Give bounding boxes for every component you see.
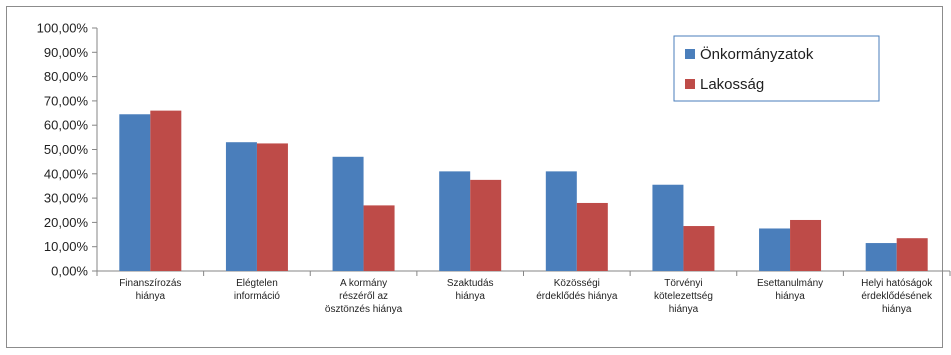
x-tick-label: Finanszírozás bbox=[119, 278, 181, 289]
x-tick-label: Szaktudás bbox=[447, 278, 494, 289]
y-tick-label: 20,00% bbox=[44, 215, 89, 230]
y-tick-label: 30,00% bbox=[44, 191, 89, 206]
bar-onkormanyzatok bbox=[865, 243, 897, 271]
y-tick-label: 70,00% bbox=[44, 93, 89, 108]
x-tick-label: érdeklődés hiánya bbox=[536, 291, 618, 302]
x-tick-label: Elégtelen bbox=[236, 278, 278, 289]
bar-onkormanyzatok bbox=[545, 171, 577, 271]
bar-lakossag bbox=[256, 143, 288, 271]
y-tick-label: 40,00% bbox=[44, 166, 89, 181]
bar-onkormanyzatok bbox=[652, 184, 684, 271]
bar-onkormanyzatok bbox=[225, 142, 257, 271]
x-tick-label: hiánya bbox=[669, 304, 699, 315]
x-tick-label: hiánya bbox=[775, 291, 805, 302]
bar-lakossag bbox=[896, 238, 928, 271]
x-tick-label: hiánya bbox=[136, 291, 166, 302]
bar-onkormanyzatok bbox=[439, 171, 471, 271]
x-tick-label: A kormány bbox=[340, 278, 387, 289]
x-tick-label: részéről az bbox=[339, 291, 388, 302]
y-tick-label: 60,00% bbox=[44, 118, 89, 133]
x-tick-label: Törvényi bbox=[664, 278, 702, 289]
x-tick-label: hiánya bbox=[455, 291, 485, 302]
legend-swatch-onkormanyzatok bbox=[685, 49, 695, 59]
bar-lakossag bbox=[150, 110, 182, 272]
bar-lakossag bbox=[363, 205, 395, 271]
x-tick-label: információ bbox=[234, 291, 281, 302]
bars bbox=[119, 110, 928, 272]
x-tick-label: Helyi hatóságok bbox=[861, 278, 933, 289]
legend-label-lakossag: Lakosság bbox=[700, 76, 764, 93]
legend-box bbox=[673, 35, 880, 102]
y-axis: 0,00% 10,00% 20,00% 30,00% 40,00% 50,00% 60,00… bbox=[37, 21, 98, 279]
x-tick-label: Esettanulmány bbox=[757, 278, 823, 289]
bar-lakossag bbox=[683, 226, 715, 271]
x-tick-label: hiánya bbox=[882, 304, 912, 315]
x-tick-label: Közösségi bbox=[554, 278, 600, 289]
x-tick-label: ösztönzés hiánya bbox=[325, 304, 403, 315]
y-tick-label: 10,00% bbox=[44, 239, 89, 254]
legend-swatch-lakossag bbox=[685, 79, 695, 89]
x-axis: Finanszírozás hiánya Elégtelen információ A … bbox=[96, 270, 951, 315]
bar-lakossag bbox=[790, 219, 822, 271]
y-tick-label: 50,00% bbox=[44, 142, 89, 157]
bar-lakossag bbox=[470, 179, 502, 271]
legend-label-onkormanyzatok: Önkormányzatok bbox=[700, 45, 814, 63]
bar-onkormanyzatok bbox=[332, 156, 364, 271]
bar-onkormanyzatok bbox=[759, 228, 791, 271]
bar-onkormanyzatok bbox=[119, 114, 151, 271]
y-tick-label: 80,00% bbox=[44, 69, 89, 84]
y-tick-label: 0,00% bbox=[51, 264, 88, 279]
legend: Önkormányzatok Lakosság bbox=[673, 35, 880, 102]
y-tick-label: 90,00% bbox=[44, 45, 89, 60]
y-tick-label: 100,00% bbox=[37, 21, 89, 36]
x-tick-label: érdeklődésének bbox=[861, 291, 933, 302]
x-tick-label: kötelezettség bbox=[654, 291, 713, 302]
bar-lakossag bbox=[576, 202, 608, 271]
